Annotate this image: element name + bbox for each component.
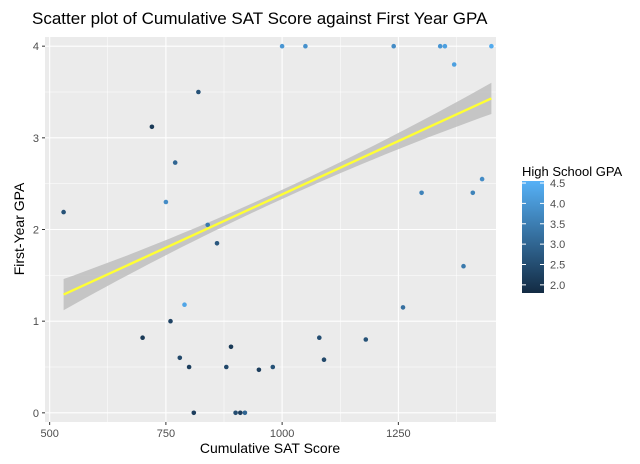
data-point	[256, 367, 262, 373]
major-gridlines	[45, 37, 496, 422]
data-point	[451, 62, 457, 67]
data-point	[461, 263, 466, 269]
data-point	[149, 124, 155, 130]
y-tick-label: 3	[33, 133, 39, 145]
data-point	[168, 318, 173, 324]
data-point	[186, 364, 192, 370]
data-point	[177, 355, 183, 361]
data-point	[391, 43, 397, 49]
data-point	[242, 410, 248, 416]
data-point	[279, 43, 285, 49]
y-axis: 0 1 2 3 4	[33, 41, 45, 420]
data-point	[182, 302, 187, 308]
data-point	[172, 160, 178, 165]
data-point	[61, 209, 66, 215]
legend-tick-label: 2.5	[550, 259, 565, 271]
data-point	[224, 364, 229, 370]
legend-tick-label: 3.0	[550, 239, 565, 251]
data-point	[479, 176, 485, 182]
regression-line	[63, 97, 492, 296]
x-tick-label: 1250	[386, 428, 410, 440]
data-point	[317, 335, 322, 341]
data-point	[442, 43, 448, 49]
data-point	[321, 357, 327, 363]
data-point	[489, 43, 494, 49]
data-point	[437, 43, 443, 49]
x-tick-label: 1000	[270, 428, 294, 440]
data-point	[400, 305, 406, 310]
x-axis: 500 750 1000 1250	[40, 422, 411, 440]
data-point	[419, 190, 424, 196]
data-point	[303, 43, 308, 49]
data-point	[140, 335, 145, 341]
legend-tick-label: 4.0	[550, 198, 565, 210]
legend-colorbar	[522, 181, 544, 293]
chart-title: Scatter plot of Cumulative SAT Score aga…	[32, 9, 488, 28]
data-point	[196, 89, 201, 95]
legend-tick-label: 2.0	[550, 280, 565, 292]
data-point	[163, 199, 169, 205]
legend-tick-label: 4.5	[550, 178, 565, 190]
data-point	[270, 364, 276, 370]
y-tick-label: 0	[33, 408, 39, 420]
trend-line	[63, 97, 492, 296]
data-point	[233, 410, 238, 416]
y-axis-title: First-Year GPA	[11, 182, 27, 275]
y-tick-label: 2	[33, 225, 39, 237]
color-legend: High School GPA 2.0 2.5 3.0 3.5 4.0 4.5	[522, 164, 623, 293]
data-point	[205, 222, 210, 228]
data-point	[363, 337, 369, 342]
legend-title: High School GPA	[522, 164, 623, 179]
x-tick-label: 750	[157, 428, 175, 440]
data-point	[191, 410, 197, 416]
data-point	[238, 410, 243, 416]
x-tick-label: 500	[40, 428, 58, 440]
legend-tick-label: 3.5	[550, 219, 565, 231]
y-tick-label: 4	[33, 41, 39, 53]
x-axis-title: Cumulative SAT Score	[200, 440, 341, 456]
data-point	[470, 190, 476, 196]
data-points	[61, 43, 494, 416]
data-point	[228, 344, 234, 350]
y-tick-label: 1	[33, 316, 39, 328]
data-point	[214, 241, 220, 246]
